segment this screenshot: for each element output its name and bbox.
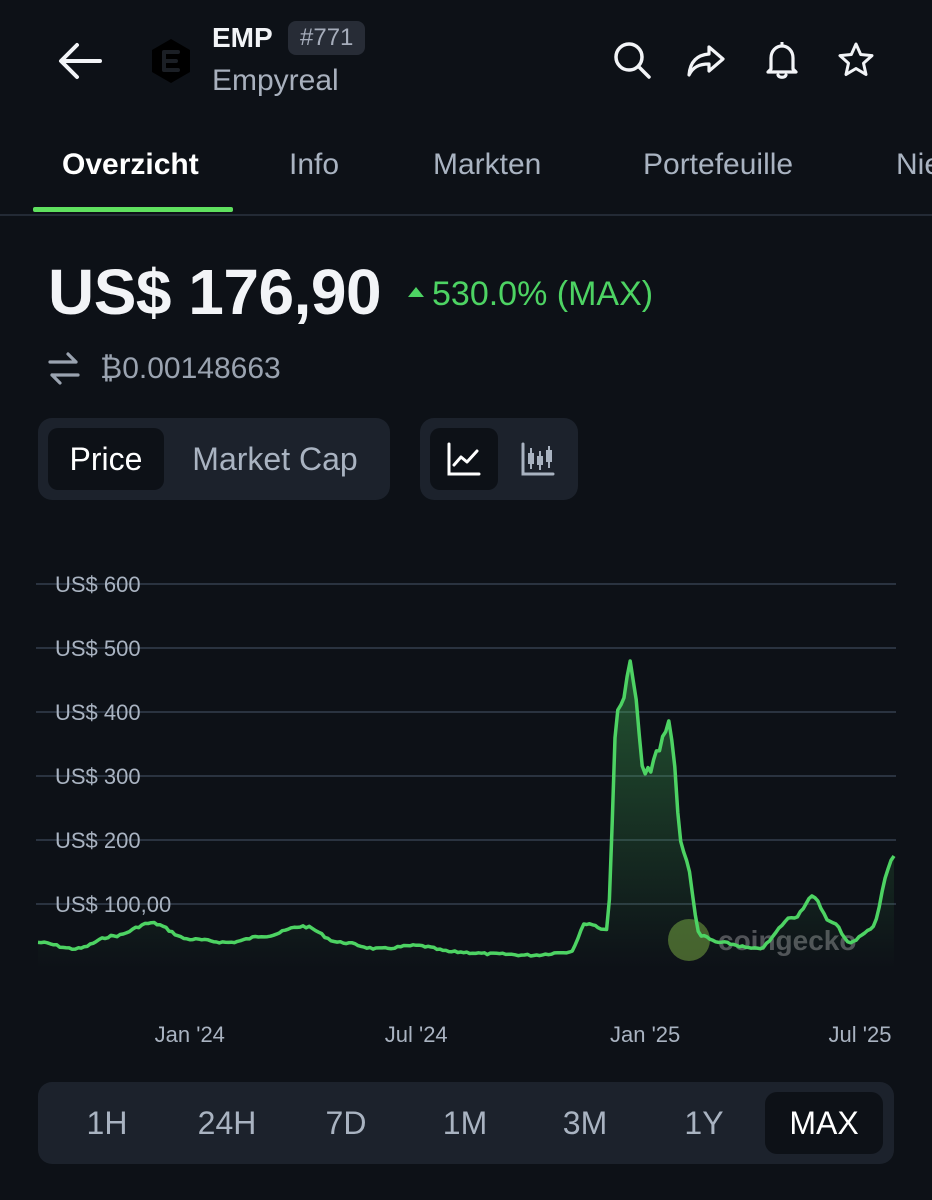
tab-portefeuille[interactable]: Portefeuille: [643, 148, 794, 181]
market-cap-button[interactable]: Market Cap: [192, 441, 358, 477]
range-1h[interactable]: 1H: [86, 1105, 128, 1141]
range-1y[interactable]: 1Y: [684, 1105, 724, 1141]
btc-price-row: ₿0.00148663: [48, 348, 281, 388]
rank-badge: #771: [288, 21, 366, 55]
x-tick-label: Jul '24: [385, 1022, 448, 1047]
y-tick-label: US$ 500: [55, 636, 141, 661]
y-tick-label: US$ 200: [55, 828, 141, 853]
line-chart-button[interactable]: [430, 428, 498, 490]
price-line: [37, 659, 896, 958]
y-tick-label: US$ 100,00: [55, 892, 171, 917]
range-24h[interactable]: 24H: [197, 1105, 257, 1141]
range-7d[interactable]: 7D: [325, 1105, 367, 1141]
price-area-fill: [38, 661, 894, 968]
tab-info[interactable]: Info: [289, 148, 340, 181]
range-3m[interactable]: 3M: [562, 1105, 608, 1141]
price-change-value: 530.0% (MAX): [432, 275, 654, 313]
app-header: EMP #771 Empyreal: [0, 0, 932, 130]
price-button[interactable]: Price: [48, 428, 164, 490]
time-range-selector: 1H 24H 7D 1M 3M 1Y MAX: [38, 1082, 894, 1164]
y-tick-label: US$ 300: [55, 764, 141, 789]
line-chart-icon: [447, 442, 481, 476]
price-marketcap-toggle: Price Market Cap: [38, 418, 390, 500]
btc-price: ₿0.00148663: [100, 352, 281, 385]
tab-bar: Overzicht Info Markten Portefeuille Nie: [0, 130, 932, 216]
range-1m[interactable]: 1M: [442, 1105, 488, 1141]
price-chart[interactable]: US$ 600 US$ 500 US$ 400 US$ 300 US$ 200 US$ 1…: [0, 560, 932, 1060]
candlestick-icon: [521, 442, 555, 476]
search-icon[interactable]: [612, 40, 652, 80]
coin-name: Empyreal: [212, 64, 339, 97]
candlestick-button[interactable]: [504, 428, 572, 490]
coin-ticker: EMP: [212, 22, 273, 53]
y-tick-label: US$ 600: [55, 572, 141, 597]
share-icon[interactable]: [686, 40, 726, 80]
tab-overzicht[interactable]: Overzicht: [62, 148, 199, 181]
chart-type-toggle: [420, 418, 578, 500]
bell-icon[interactable]: [762, 40, 802, 80]
range-max[interactable]: MAX: [765, 1092, 883, 1154]
back-arrow-icon[interactable]: [56, 40, 104, 82]
tab-nieuws[interactable]: Nie: [896, 148, 932, 181]
up-triangle-icon: [408, 287, 424, 298]
star-icon[interactable]: [836, 40, 876, 80]
swap-arrows-icon: [48, 352, 80, 385]
x-tick-label: Jan '24: [155, 1022, 225, 1047]
current-price: US$ 176,90: [48, 256, 382, 328]
x-tick-label: Jul '25: [829, 1022, 892, 1047]
empyreal-logo: [150, 38, 192, 84]
y-tick-label: US$ 400: [55, 700, 141, 725]
tab-markten[interactable]: Markten: [433, 148, 542, 181]
price-change: 530.0% (MAX): [408, 275, 653, 314]
x-tick-label: Jan '25: [610, 1022, 680, 1047]
active-tab-indicator: [33, 207, 233, 212]
